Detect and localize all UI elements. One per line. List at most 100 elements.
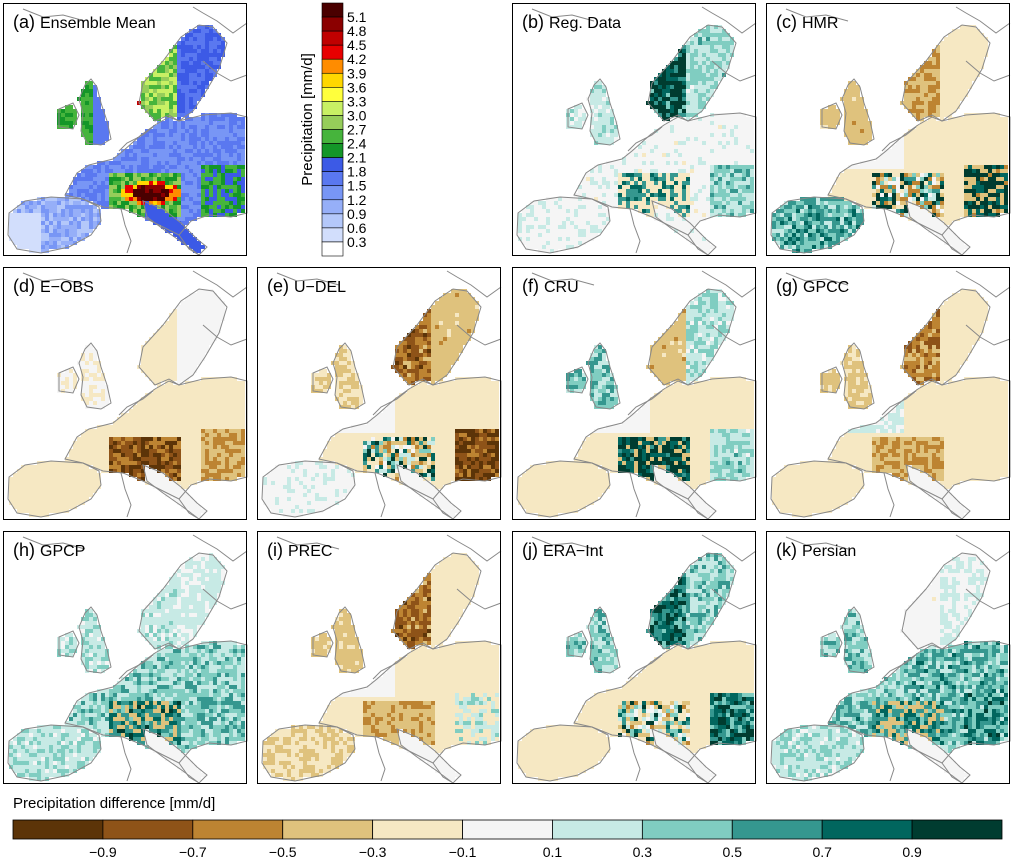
grid-cell bbox=[924, 73, 928, 77]
grid-cell bbox=[924, 169, 928, 173]
grid-cell bbox=[710, 177, 714, 181]
grid-cell bbox=[602, 105, 606, 109]
grid-cell bbox=[682, 225, 686, 229]
grid-cell bbox=[694, 237, 698, 241]
grid-cell bbox=[844, 185, 848, 189]
grid-cell bbox=[189, 309, 193, 313]
grid-cell bbox=[149, 133, 153, 137]
grid-cell bbox=[988, 201, 992, 205]
grid-cell bbox=[840, 229, 844, 233]
grid-cell bbox=[161, 165, 165, 169]
grid-cell bbox=[952, 153, 956, 157]
grid-cell bbox=[976, 113, 980, 117]
grid-cell bbox=[984, 125, 988, 129]
grid-cell bbox=[900, 201, 904, 205]
grid-cell bbox=[702, 217, 706, 221]
grid-cell bbox=[1004, 145, 1008, 149]
grid-cell bbox=[137, 145, 141, 149]
grid-cell bbox=[960, 185, 964, 189]
grid-cell bbox=[996, 193, 1000, 197]
grid-cell bbox=[956, 177, 960, 181]
grid-cell bbox=[101, 129, 105, 133]
grid-cell bbox=[722, 121, 726, 125]
grid-cell bbox=[678, 101, 682, 105]
grid-cell bbox=[141, 157, 145, 161]
grid-cell bbox=[165, 65, 169, 69]
grid-cell bbox=[976, 53, 980, 57]
grid-cell bbox=[93, 189, 97, 193]
grid-cell bbox=[582, 237, 586, 241]
grid-cell bbox=[714, 153, 718, 157]
grid-cell bbox=[85, 133, 89, 137]
grid-cell bbox=[650, 85, 654, 89]
grid-cell bbox=[836, 213, 840, 217]
grid-cell bbox=[718, 157, 722, 161]
grid-cell bbox=[694, 157, 698, 161]
grid-cell bbox=[880, 181, 884, 185]
grid-cell bbox=[181, 197, 185, 201]
grid-cell bbox=[928, 129, 932, 133]
grid-cell bbox=[690, 185, 694, 189]
grid-cell bbox=[948, 201, 952, 205]
grid-cell bbox=[157, 333, 161, 337]
grid-cell bbox=[940, 197, 944, 201]
grid-cell bbox=[940, 165, 944, 169]
grid-cell bbox=[980, 201, 984, 205]
grid-cell bbox=[61, 221, 65, 225]
grid-cell bbox=[578, 117, 582, 121]
grid-cell bbox=[896, 209, 900, 213]
grid-cell bbox=[936, 89, 940, 93]
grid-cell bbox=[932, 205, 936, 209]
grid-cell bbox=[1000, 153, 1004, 157]
grid-cell bbox=[702, 181, 706, 185]
grid-cell bbox=[229, 117, 233, 121]
grid-cell bbox=[201, 321, 205, 325]
grid-cell bbox=[848, 113, 852, 117]
grid-cell bbox=[658, 173, 662, 177]
grid-cell bbox=[97, 189, 101, 193]
grid-cell bbox=[928, 205, 932, 209]
grid-cell bbox=[157, 85, 161, 89]
grid-cell bbox=[980, 45, 984, 49]
grid-cell bbox=[948, 101, 952, 105]
grid-cell bbox=[812, 197, 816, 201]
grid-cell bbox=[197, 245, 201, 249]
grid-cell bbox=[976, 37, 980, 41]
grid-cell bbox=[964, 61, 968, 65]
grid-cell bbox=[788, 209, 792, 213]
grid-cell bbox=[149, 205, 153, 209]
grid-cell bbox=[916, 181, 920, 185]
grid-cell bbox=[670, 161, 674, 165]
grid-cell bbox=[884, 157, 888, 161]
grid-cell bbox=[670, 101, 674, 105]
grid-cell bbox=[960, 149, 964, 153]
grid-cell bbox=[225, 137, 229, 141]
grid-cell bbox=[241, 133, 245, 137]
grid-cell bbox=[836, 237, 840, 241]
grid-cell bbox=[185, 301, 189, 305]
grid-cell bbox=[213, 197, 217, 201]
grid-cell bbox=[924, 157, 928, 161]
grid-cell bbox=[852, 133, 856, 137]
grid-cell bbox=[686, 101, 690, 105]
grid-cell bbox=[1004, 181, 1008, 185]
grid-cell bbox=[908, 181, 912, 185]
grid-cell bbox=[582, 177, 586, 181]
grid-cell bbox=[706, 193, 710, 197]
grid-cell bbox=[201, 121, 205, 125]
grid-cell bbox=[241, 181, 245, 185]
grid-cell bbox=[157, 169, 161, 173]
grid-cell bbox=[197, 93, 201, 97]
grid-cell bbox=[33, 225, 37, 229]
grid-cell bbox=[165, 57, 169, 61]
grid-cell bbox=[796, 245, 800, 249]
grid-cell bbox=[912, 113, 916, 117]
grid-cell bbox=[686, 125, 690, 129]
grid-cell bbox=[956, 137, 960, 141]
grid-cell bbox=[602, 169, 606, 173]
grid-cell bbox=[181, 225, 185, 229]
grid-cell bbox=[686, 169, 690, 173]
grid-cell bbox=[670, 93, 674, 97]
grid-cell bbox=[730, 161, 734, 165]
grid-cell bbox=[968, 209, 972, 213]
